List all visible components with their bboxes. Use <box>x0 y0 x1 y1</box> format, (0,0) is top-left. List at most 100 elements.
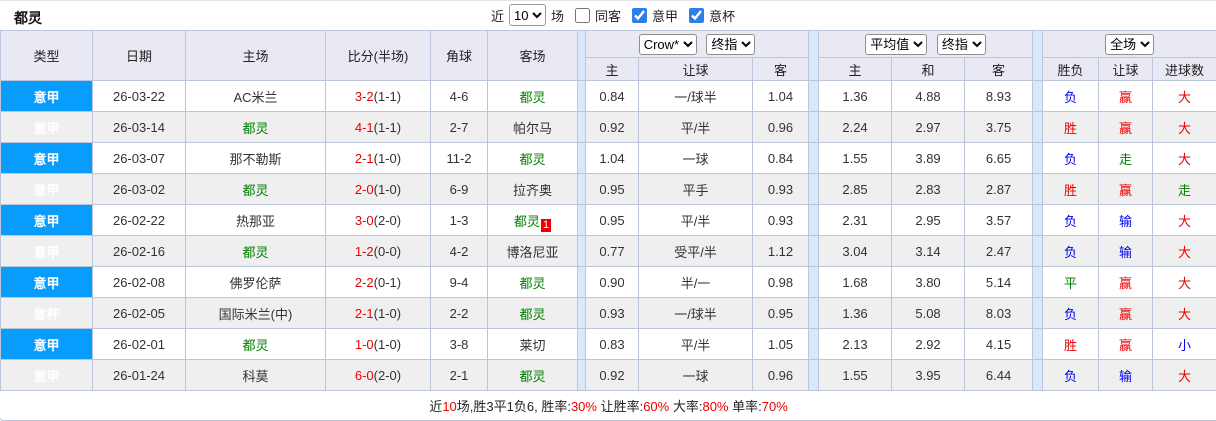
away-team[interactable]: 帕尔马 <box>488 112 578 143</box>
serie-a-checkbox[interactable] <box>632 8 647 23</box>
red-card-badge: 1 <box>541 219 551 232</box>
away-team[interactable]: 拉齐奥 <box>488 174 578 205</box>
table-row: 意甲 26-03-07 那不勒斯 2-1(1-0) 11-2 都灵 1.04 一… <box>1 143 1216 174</box>
group-spacer <box>1033 360 1043 391</box>
ah-away-odds: 0.98 <box>753 267 809 298</box>
ah-stage-select[interactable]: 终指 <box>706 34 755 55</box>
avg-home-odds: 1.36 <box>819 298 892 329</box>
corners-cell: 3-8 <box>431 329 488 360</box>
avg-draw-odds: 2.83 <box>892 174 965 205</box>
ah-line: 受平/半 <box>639 236 753 267</box>
home-team[interactable]: AC米兰 <box>186 81 326 112</box>
recent-label: 近 <box>488 6 507 25</box>
group-spacer <box>578 112 586 143</box>
col-header-away: 客场 <box>488 31 578 81</box>
ah-away-odds: 1.05 <box>753 329 809 360</box>
result-handicap: 走 <box>1099 143 1153 174</box>
home-team[interactable]: 都灵 <box>186 174 326 205</box>
eu-provider-select[interactable]: 平均值 <box>865 34 927 55</box>
ah-away-odds: 0.96 <box>753 112 809 143</box>
ah-line: 平/半 <box>639 112 753 143</box>
group-spacer <box>809 329 819 360</box>
result-select-cell: 全场 <box>1043 31 1216 58</box>
ah-away-odds: 0.93 <box>753 174 809 205</box>
league-badge: 意甲 <box>1 205 93 236</box>
ah-home-odds: 0.93 <box>586 298 639 329</box>
ah-away-odds: 0.93 <box>753 205 809 236</box>
same-away-label: 同客 <box>592 6 624 25</box>
ah-home-odds: 0.92 <box>586 360 639 391</box>
away-team[interactable]: 都灵 <box>488 360 578 391</box>
home-team[interactable]: 科莫 <box>186 360 326 391</box>
corners-cell: 9-4 <box>431 267 488 298</box>
result-wdl: 负 <box>1043 236 1099 267</box>
eu-stage-select[interactable]: 终指 <box>937 34 986 55</box>
coppa-italia-label: 意杯 <box>706 6 738 25</box>
col-header-wdl: 胜负 <box>1043 58 1099 81</box>
corners-cell: 4-2 <box>431 236 488 267</box>
away-team[interactable]: 都灵 <box>488 143 578 174</box>
group-spacer <box>809 112 819 143</box>
ah-line: 半/一 <box>639 267 753 298</box>
europe-selects-cell: 平均值 终指 <box>819 31 1033 58</box>
ah-away-odds: 0.95 <box>753 298 809 329</box>
ah-away-odds: 1.12 <box>753 236 809 267</box>
coppa-italia-checkbox[interactable] <box>689 8 704 23</box>
corners-cell: 1-3 <box>431 205 488 236</box>
col-header-eu-draw: 和 <box>892 58 965 81</box>
home-team[interactable]: 国际米兰(中) <box>186 298 326 329</box>
away-team[interactable]: 莱切 <box>488 329 578 360</box>
score-cell: 1-0(1-0) <box>326 329 431 360</box>
ah-provider-select[interactable]: Crow* <box>639 34 697 55</box>
group-spacer <box>809 360 819 391</box>
ah-line: 平手 <box>639 174 753 205</box>
col-header-score: 比分(半场) <box>326 31 431 81</box>
corners-cell: 4-6 <box>431 81 488 112</box>
ah-line: 一球 <box>639 143 753 174</box>
group-spacer <box>578 298 586 329</box>
date-cell: 26-02-08 <box>93 267 186 298</box>
away-team[interactable]: 博洛尼亚 <box>488 236 578 267</box>
date-cell: 26-02-01 <box>93 329 186 360</box>
avg-draw-odds: 3.80 <box>892 267 965 298</box>
ah-home-odds: 0.92 <box>586 112 639 143</box>
avg-away-odds: 8.93 <box>965 81 1033 112</box>
ah-home-odds: 1.04 <box>586 143 639 174</box>
score-cell: 6-0(2-0) <box>326 360 431 391</box>
avg-draw-odds: 3.14 <box>892 236 965 267</box>
home-team[interactable]: 都灵 <box>186 236 326 267</box>
same-away-checkbox[interactable] <box>575 8 590 23</box>
result-handicap: 赢 <box>1099 298 1153 329</box>
matches-table: 类型 日期 主场 比分(半场) 角球 客场 Crow* 终指 平均值 终指 全场… <box>0 30 1216 421</box>
result-wdl: 平 <box>1043 267 1099 298</box>
away-team[interactable]: 都灵 <box>488 81 578 112</box>
home-team[interactable]: 那不勒斯 <box>186 143 326 174</box>
date-cell: 26-01-24 <box>93 360 186 391</box>
avg-home-odds: 1.68 <box>819 267 892 298</box>
result-wdl: 负 <box>1043 81 1099 112</box>
result-wdl: 负 <box>1043 143 1099 174</box>
result-goals: 大 <box>1153 143 1216 174</box>
score-cell: 2-1(1-0) <box>326 143 431 174</box>
home-team[interactable]: 都灵 <box>186 329 326 360</box>
home-team[interactable]: 佛罗伦萨 <box>186 267 326 298</box>
result-wdl: 负 <box>1043 205 1099 236</box>
result-goals: 大 <box>1153 205 1216 236</box>
ah-away-odds: 0.84 <box>753 143 809 174</box>
result-handicap: 赢 <box>1099 81 1153 112</box>
recent-count-select[interactable]: 10 <box>509 4 546 26</box>
home-team[interactable]: 都灵 <box>186 112 326 143</box>
avg-home-odds: 2.13 <box>819 329 892 360</box>
date-cell: 26-02-16 <box>93 236 186 267</box>
group-spacer <box>578 143 586 174</box>
away-team[interactable]: 都灵 <box>488 267 578 298</box>
result-scope-select[interactable]: 全场 <box>1105 34 1154 55</box>
corners-cell: 2-1 <box>431 360 488 391</box>
avg-draw-odds: 2.92 <box>892 329 965 360</box>
home-team[interactable]: 热那亚 <box>186 205 326 236</box>
away-team[interactable]: 都灵 <box>488 298 578 329</box>
group-spacer <box>578 205 586 236</box>
group-spacer <box>1033 143 1043 174</box>
